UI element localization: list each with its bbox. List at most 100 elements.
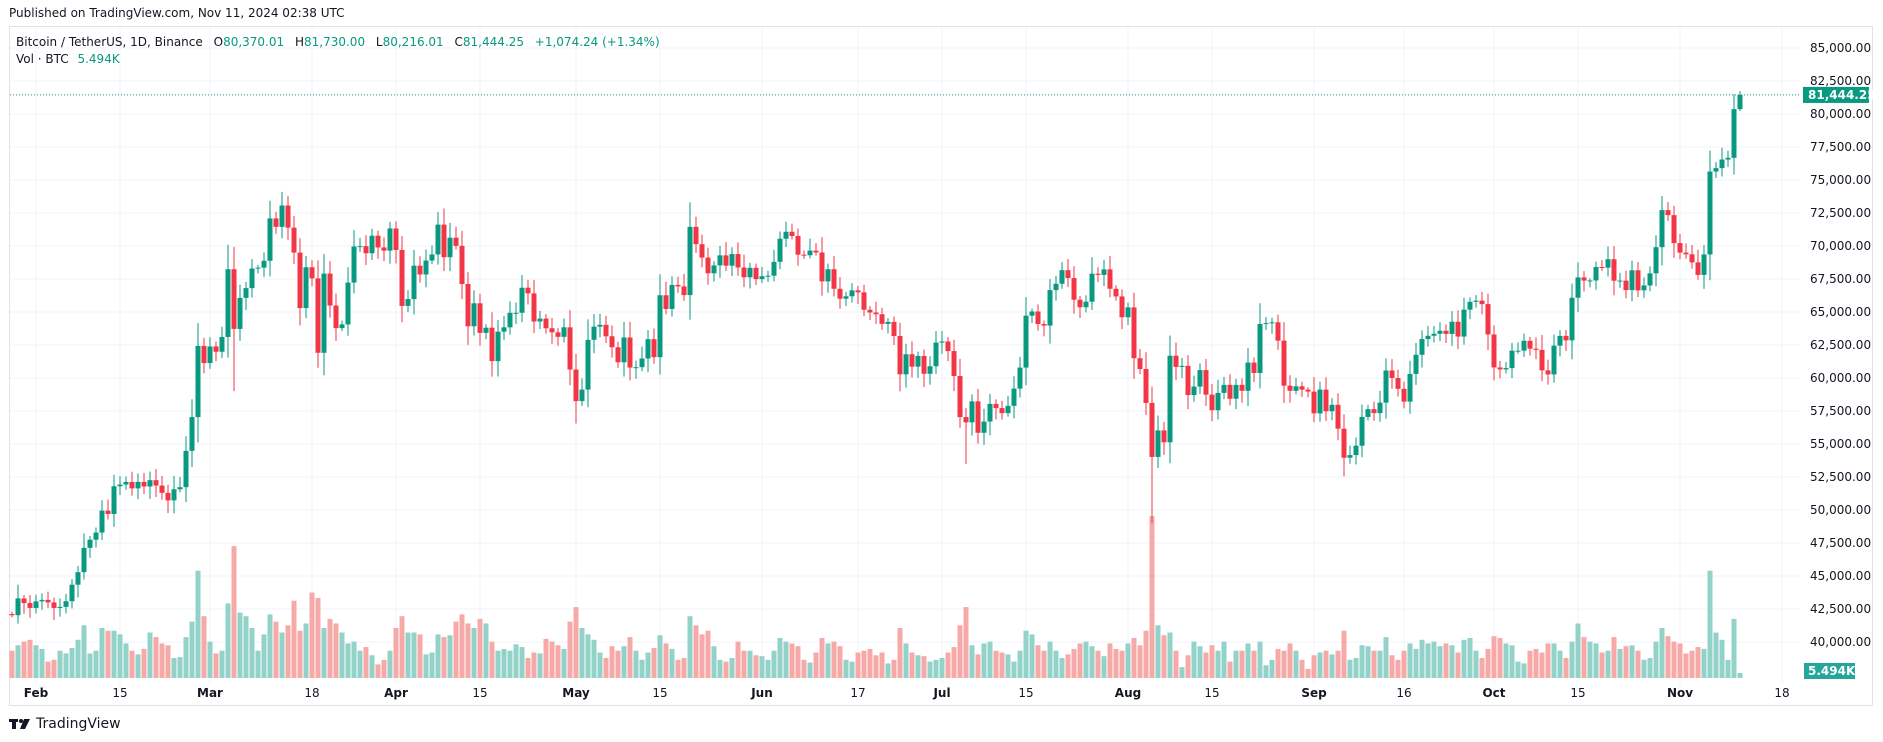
candle	[1707, 150, 1713, 281]
volume-bar	[423, 654, 429, 678]
candle-body	[1035, 311, 1041, 325]
candle-body	[891, 321, 897, 337]
candle-body	[531, 293, 537, 322]
candle	[33, 594, 39, 614]
candle-body	[735, 254, 741, 268]
time-tick-label: 15	[652, 686, 667, 700]
candle-body	[969, 401, 975, 423]
candle-body	[453, 237, 459, 246]
volume-bar	[795, 646, 801, 678]
candle-body	[1257, 324, 1263, 373]
candle-body	[231, 269, 237, 329]
candle	[231, 246, 237, 392]
candle	[123, 476, 129, 490]
volume-bar	[1491, 636, 1497, 678]
candle-body	[909, 354, 915, 367]
volume-bar	[1317, 652, 1323, 678]
volume-bar	[1701, 648, 1707, 678]
volume-bar	[429, 652, 435, 678]
candle-body	[1359, 416, 1365, 446]
candle	[267, 200, 273, 277]
volume-bar	[531, 652, 537, 678]
candle-body	[1533, 348, 1539, 350]
candle	[597, 313, 603, 338]
candle	[795, 228, 801, 266]
candle	[693, 216, 699, 253]
candle-body	[795, 235, 801, 255]
volume-value: 5.494K	[77, 52, 120, 66]
candle	[1377, 390, 1383, 422]
candle	[105, 499, 111, 520]
candle	[1701, 245, 1707, 289]
volume-bar	[357, 650, 363, 678]
candle	[1479, 291, 1485, 315]
volume-bar	[1161, 635, 1167, 678]
candle	[1137, 349, 1143, 375]
candle-body	[1071, 278, 1077, 300]
symbol-title[interactable]: Bitcoin / TetherUS, 1D, Binance	[16, 35, 203, 49]
candle-body	[1509, 350, 1515, 369]
candle-body	[1353, 445, 1359, 456]
volume-bar	[1401, 650, 1407, 678]
volume-bar	[663, 643, 669, 678]
candle-body	[1407, 373, 1413, 402]
candle	[1191, 375, 1197, 402]
volume-bar	[1107, 643, 1113, 678]
candle	[1467, 297, 1473, 320]
grid	[10, 27, 1800, 684]
candle-body	[435, 224, 441, 255]
candle	[993, 399, 999, 420]
candle-body	[939, 341, 945, 343]
volume-bar	[1275, 648, 1281, 678]
volume-bar	[1035, 645, 1041, 678]
candle-body	[1293, 386, 1299, 391]
candle-body	[489, 327, 495, 362]
volume-bar	[951, 647, 957, 678]
volume-bar	[9, 650, 15, 678]
volume-bar	[771, 650, 777, 678]
price-tick-label: 55,000.00	[1810, 437, 1871, 451]
candle-body	[411, 265, 417, 300]
volume-bar	[681, 658, 687, 678]
candle	[501, 316, 507, 340]
chart-frame[interactable]	[9, 26, 1873, 706]
candle-body	[693, 226, 699, 245]
volume-bar	[645, 652, 651, 678]
candle	[297, 238, 303, 326]
volume-label[interactable]: Vol · BTC	[16, 52, 69, 66]
candle-body	[33, 601, 39, 608]
candle-body	[981, 421, 987, 433]
volume-bar	[843, 659, 849, 678]
volume-bar	[1695, 647, 1701, 678]
candle-body	[81, 547, 87, 573]
tradingview-logo[interactable]: TradingView	[9, 716, 121, 732]
candle-body	[1605, 259, 1611, 268]
time-tick-label: 16	[1396, 686, 1411, 700]
candle-body	[525, 287, 531, 294]
volume-bar	[1281, 650, 1287, 678]
volume-bar	[1725, 659, 1731, 678]
candle-body	[129, 482, 135, 489]
candle-body	[777, 238, 783, 262]
candle-body	[15, 598, 21, 616]
volume-bar	[351, 641, 357, 678]
candle-body	[1599, 266, 1605, 268]
candle-body	[1611, 259, 1617, 281]
candle-body	[441, 224, 447, 258]
candle	[1173, 342, 1179, 381]
price-tick-label: 47,500.00	[1810, 536, 1871, 550]
candle-body	[1707, 171, 1713, 255]
candle-body	[159, 485, 165, 493]
volume-bar	[441, 637, 447, 678]
candle	[663, 281, 669, 315]
candle-body	[1497, 367, 1503, 370]
candle-body	[927, 366, 933, 374]
volume-bar	[1101, 656, 1107, 678]
candle-body	[561, 327, 567, 337]
candle-body	[1083, 301, 1089, 308]
candle-body	[1389, 370, 1395, 378]
candle	[75, 566, 81, 598]
candle-body	[495, 331, 501, 362]
volume-bar	[1233, 650, 1239, 678]
